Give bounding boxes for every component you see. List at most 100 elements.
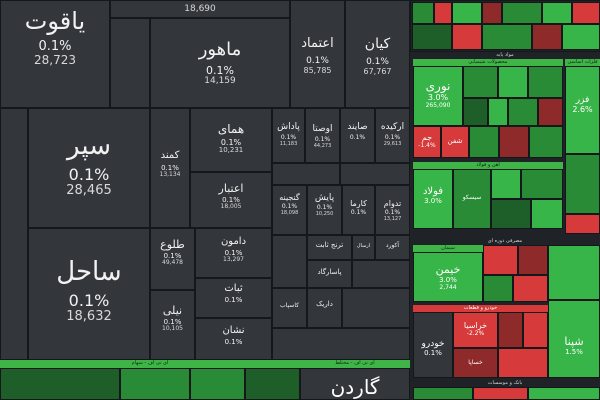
top-g7[interactable] — [562, 24, 600, 50]
chem-a[interactable] — [463, 66, 498, 98]
tile-osta[interactable]: اوصتا 0.1% 44,273 — [305, 108, 340, 163]
tile-shafan[interactable]: شفن — [441, 126, 469, 158]
tile-foolad[interactable]: فولاد 3.0% — [413, 169, 453, 229]
tile-small-f[interactable] — [272, 328, 410, 360]
tile-percent: 0.1% — [163, 317, 182, 326]
steel-b[interactable] — [521, 169, 563, 199]
dur-a[interactable] — [483, 245, 518, 275]
etf-mixed-block[interactable]: گاردن — [300, 368, 410, 400]
tile-kian[interactable]: کیان 0.1% 67,767 — [345, 0, 410, 108]
tile-jam[interactable]: جم -1.4% — [413, 126, 441, 158]
tile-tadavom[interactable]: تدوام 0.1% 13,127 — [375, 185, 410, 235]
tile-small-c[interactable] — [272, 235, 307, 288]
tile-small-left[interactable] — [0, 108, 28, 360]
tile-name: خودرو — [421, 339, 445, 349]
chem-i[interactable] — [499, 126, 529, 158]
top-g1[interactable] — [412, 2, 434, 24]
tile-sabat[interactable]: ثبات 0.1% — [195, 278, 272, 318]
veh-b[interactable] — [523, 312, 548, 348]
tile-homay[interactable]: همای 0.1% 10,231 — [190, 108, 272, 172]
tile-ersal[interactable]: ارسال — [352, 235, 375, 260]
tile-neshan[interactable]: نشان 0.1% — [195, 318, 272, 360]
tile-name: گنجینه — [279, 193, 300, 202]
etf-stock-block-1[interactable] — [0, 368, 120, 400]
tile-kamand[interactable]: کمند 0.1% 13,134 — [150, 108, 190, 228]
tile-khsapa[interactable]: خساپا — [453, 348, 498, 378]
steel-a[interactable] — [491, 169, 521, 199]
tile-separ[interactable]: سپر 0.1% 28,465 — [28, 108, 150, 228]
tile-value: 10,250 — [315, 211, 334, 218]
tile-etebar[interactable]: اعتبار 0.1% 18,005 — [190, 172, 272, 228]
tile-akord[interactable]: آکورد — [375, 235, 410, 260]
tile-orkideh[interactable]: ارکیده 0.1% 29,613 — [375, 108, 410, 163]
chem-c[interactable] — [528, 66, 563, 98]
top-g2[interactable] — [452, 2, 482, 24]
tile-name: سپر — [67, 131, 111, 161]
chem-e[interactable] — [488, 98, 508, 126]
chem-j[interactable] — [529, 126, 563, 158]
tile-damoon[interactable]: دامون 0.1% 13,297 — [195, 228, 272, 278]
top-g4[interactable] — [542, 2, 572, 24]
etf-stock-block-4[interactable] — [245, 368, 300, 400]
tile-khimen[interactable]: خیمن 3.0% 2,744 — [413, 252, 483, 302]
tile-small-e[interactable] — [342, 288, 410, 328]
bank-a[interactable] — [413, 387, 473, 400]
bank-c[interactable] — [528, 387, 600, 400]
tile-name: ترنج ثابت — [315, 241, 344, 249]
bank-b[interactable] — [473, 387, 528, 400]
top-r3[interactable] — [572, 2, 600, 24]
tile-nili[interactable]: نیلی 0.1% 10,105 — [150, 290, 195, 360]
tile-padash[interactable]: پاداش 0.1% 11,183 — [272, 108, 305, 163]
tile-small-a[interactable] — [272, 163, 340, 185]
top-g5[interactable] — [412, 24, 452, 50]
tile-darik[interactable]: داریک — [307, 288, 342, 328]
tile-mahoor[interactable]: ماهور 0.1% 14,159 — [150, 18, 290, 108]
top-g3[interactable] — [502, 2, 542, 24]
tile-metals-main[interactable]: فزر 2.6% — [565, 66, 600, 154]
chem-h[interactable] — [469, 126, 499, 158]
tile-name: کمند — [160, 150, 180, 161]
chem-f[interactable] — [508, 98, 538, 126]
etf-stock-block-2[interactable] — [120, 368, 190, 400]
tile-shapna[interactable]: شپنا 1.5% — [548, 300, 600, 378]
tile-yaghoot[interactable]: یاقوت 0.1% 28,723 — [0, 0, 110, 108]
tile-nouri[interactable]: نوری 3.0% 265,090 — [413, 66, 463, 126]
top-r2[interactable] — [482, 2, 502, 24]
dur-b[interactable] — [518, 245, 548, 275]
top-g6[interactable] — [482, 24, 532, 50]
dur-e[interactable] — [513, 275, 548, 302]
dur-c[interactable] — [548, 245, 600, 300]
tile-sayand[interactable]: صایند 0.1% — [340, 108, 375, 163]
veh-a[interactable] — [498, 312, 523, 348]
tile-fezar[interactable] — [565, 154, 600, 214]
tile-etemad[interactable]: اعتماد 0.1% 85,785 — [290, 0, 345, 108]
steel-d[interactable] — [531, 199, 563, 229]
top-r4[interactable] — [452, 24, 482, 50]
veh-c[interactable] — [498, 348, 548, 378]
tile-pasargad[interactable]: پاسارگاد — [307, 260, 352, 288]
tile-small-left2[interactable] — [110, 18, 150, 108]
top-r5[interactable] — [532, 24, 562, 50]
tile-ganjineh[interactable]: گنجینه 0.1% 18,098 — [272, 185, 307, 235]
top-r1[interactable] — [434, 2, 452, 24]
tile-karma[interactable]: کارما 0.1% — [342, 185, 375, 235]
chem-g[interactable] — [538, 98, 563, 126]
tile-small-d[interactable] — [352, 260, 410, 288]
etf-stock-block-3[interactable] — [190, 368, 245, 400]
chem-b[interactable] — [498, 66, 528, 98]
tile-payesh[interactable]: پایش 0.1% 10,250 — [307, 185, 342, 235]
steel-c[interactable] — [491, 199, 531, 229]
tile-percent: 0.1% — [366, 56, 389, 67]
tile-khorasia[interactable]: خراسیا -2.2% — [453, 312, 498, 348]
tile-sahel[interactable]: ساحل 0.1% 18,632 — [28, 228, 150, 360]
tile-sisco[interactable]: سیسکو — [453, 169, 491, 229]
tile-tolou[interactable]: طلوع 0.1% 49,478 — [150, 228, 195, 290]
metals-b[interactable] — [565, 214, 600, 234]
tile-kaspab[interactable]: کاسپاب — [272, 288, 307, 328]
dur-d[interactable] — [483, 275, 513, 302]
tile-toranj[interactable]: ترنج ثابت — [307, 235, 352, 260]
tile-small-b[interactable] — [340, 163, 410, 185]
chem-d[interactable] — [463, 98, 488, 126]
tile-top-mid[interactable]: 18,690 — [110, 0, 290, 18]
tile-khodro[interactable]: خودرو 0.1% — [413, 312, 453, 378]
